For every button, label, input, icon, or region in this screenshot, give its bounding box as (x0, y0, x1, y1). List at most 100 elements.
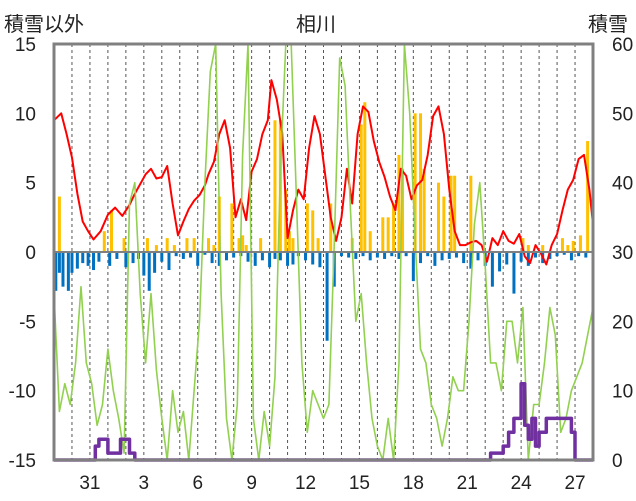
precipitation-bar (363, 102, 367, 253)
temp_change-bar (124, 252, 128, 268)
precipitation-bar (359, 124, 363, 252)
temp_change-bar (181, 252, 185, 259)
precipitation-bar (207, 238, 211, 252)
x-tick-label: 15 (349, 473, 370, 494)
temp_change-bar (426, 252, 430, 257)
temp_change-bar (512, 252, 516, 294)
plot-frame (52, 42, 595, 462)
precipitation-bar (212, 245, 216, 252)
temp_change-bar (268, 252, 272, 268)
temp_change-bar (404, 252, 408, 257)
precipitation-bar (291, 238, 295, 252)
temp_change-bar (411, 252, 415, 282)
temp_change-bar (153, 252, 157, 273)
temp_change-bar (189, 252, 193, 258)
temp_change-bar (490, 252, 494, 287)
precipitation-bar (329, 203, 333, 252)
precipitation-bar (442, 196, 446, 252)
precipitation-bar (165, 238, 169, 252)
temp_change-bar (278, 252, 282, 261)
left-tick-label: -10 (9, 382, 36, 403)
temp_change-bar (108, 252, 112, 266)
temp_change-bar (232, 252, 236, 258)
temp_change-bar (304, 252, 308, 261)
temp_change-bar (332, 252, 336, 287)
precipitation-bar (237, 238, 241, 252)
precipitation-bar (578, 235, 582, 252)
temp_change-bar (160, 252, 164, 262)
temp_change-bar (577, 252, 581, 257)
temp_change-bar (66, 252, 70, 291)
precipitation-bar (102, 231, 106, 252)
x-tick-label: 3 (139, 473, 150, 494)
temp_change-bar (291, 252, 295, 265)
x-tick-label: 6 (192, 473, 203, 494)
precipitation-bar (122, 238, 126, 252)
precipitation-bar (401, 168, 405, 252)
temp_change-bar (469, 252, 473, 269)
right-tick-label: 50 (612, 104, 633, 125)
precipitation-bar (244, 245, 248, 252)
precipitation-bar (230, 203, 234, 252)
temp_change-bar (555, 252, 559, 257)
temp_change-bar (534, 252, 538, 258)
x-tick-label: 24 (511, 473, 533, 494)
temp_change-bar (311, 252, 315, 265)
x-tick-label: 18 (403, 473, 424, 494)
temp_change-bar (347, 252, 351, 258)
temp_change-bar (57, 252, 61, 273)
temp_change-bar (217, 252, 221, 266)
temp_change-bar (498, 252, 502, 272)
x-tick-label: 31 (79, 473, 100, 494)
temp_change-bar (131, 252, 135, 264)
precipitation-bar (305, 203, 309, 252)
left-tick-label: -5 (19, 312, 36, 333)
precipitation-bar (154, 245, 158, 252)
temp_change-bar (224, 252, 228, 261)
temp_change-bar (397, 252, 401, 259)
temp_change-bar (454, 252, 458, 258)
temp_change-bar (505, 252, 509, 265)
temp_change-bar (115, 252, 119, 259)
temp_change-bar (147, 252, 151, 291)
precipitation-bar (368, 231, 372, 252)
left-tick-label: -15 (9, 451, 36, 472)
temp_change-bar (419, 252, 423, 264)
precipitation-bar (392, 203, 396, 252)
temp_change-bar (548, 252, 552, 259)
temp_change-bar (70, 252, 74, 273)
precipitation-bar (413, 113, 417, 252)
precipitation-bar (109, 210, 113, 252)
right-tick-label: 10 (612, 382, 633, 403)
temp_change-bar (97, 252, 101, 262)
precipitation-bar (560, 238, 564, 252)
temp_change-bar (203, 252, 207, 255)
temp_change-bar (447, 252, 451, 259)
precipitation-bar (422, 168, 426, 252)
right-tick-label: 30 (612, 243, 633, 264)
temp_change-bar (54, 252, 58, 291)
temp_change-bar (174, 252, 178, 257)
temp_change-bar (339, 252, 343, 257)
precipitation-bar (57, 196, 61, 252)
temp_change-bar (253, 252, 257, 266)
precipitation-bar (381, 217, 385, 252)
precipitation-bar (192, 238, 196, 252)
precipitation-bar (449, 175, 453, 252)
temp_change-bar (375, 252, 379, 258)
temp_change-bar (361, 252, 365, 257)
left-tick-label: 5 (25, 174, 36, 195)
precipitation-bar (273, 120, 277, 253)
precipitation-bar (436, 182, 440, 252)
temp_change-bar (383, 252, 387, 259)
right-tick-label: 0 (612, 451, 623, 472)
precipitation-bar (241, 235, 245, 252)
temp_change-bar (61, 252, 65, 287)
temp_change-bar (562, 252, 566, 255)
precipitation-bar (386, 217, 390, 252)
precipitation-bar (145, 238, 149, 252)
temp_change-bar (526, 252, 530, 266)
precipitation-bar (311, 210, 315, 252)
precipitation-bar (469, 175, 473, 252)
